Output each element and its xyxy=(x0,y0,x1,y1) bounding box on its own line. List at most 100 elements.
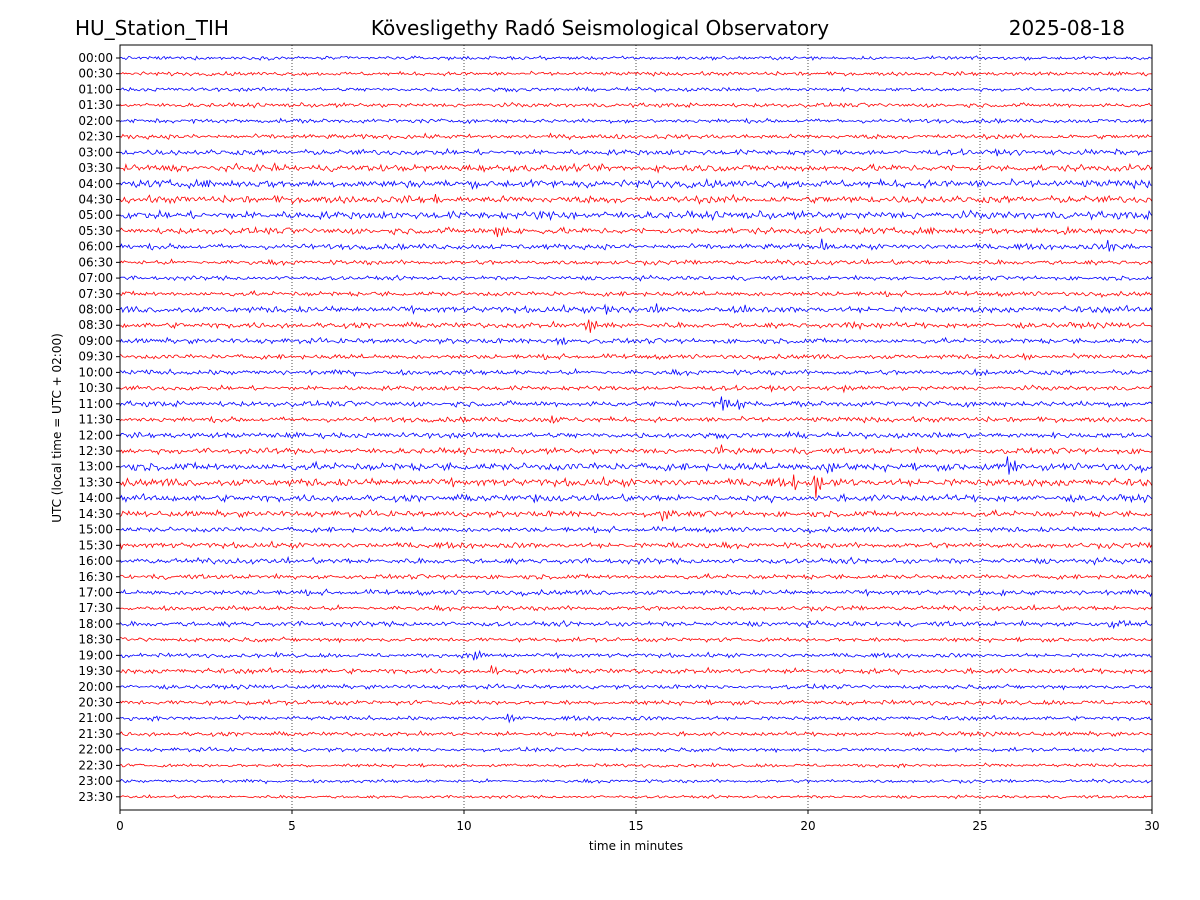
trace-1830 xyxy=(119,636,1153,644)
trace-1800 xyxy=(119,619,1153,630)
y-tick-label: 12:00 xyxy=(78,428,113,442)
chart-title: Kövesligethy Radó Seismological Observat… xyxy=(370,16,830,40)
trace-2300 xyxy=(119,778,1153,785)
trace-1000 xyxy=(119,367,1153,378)
y-tick-label: 10:00 xyxy=(78,365,113,379)
trace-2130 xyxy=(119,730,1153,738)
y-tick-label: 07:00 xyxy=(78,271,113,285)
trace-0930 xyxy=(119,352,1153,361)
y-tick-label: 16:00 xyxy=(78,554,113,568)
y-tick-label: 21:30 xyxy=(78,727,113,741)
y-tick-label: 22:30 xyxy=(78,758,113,772)
y-tick-label: 13:30 xyxy=(78,475,113,489)
x-tick-label-0: 0 xyxy=(116,819,124,833)
x-axis: 0 5 10 15 20 25 30 xyxy=(116,810,1160,833)
y-tick-label: 06:00 xyxy=(78,240,113,254)
trace-2030 xyxy=(119,698,1153,707)
trace-1700 xyxy=(119,588,1153,598)
y-tick-label: 06:30 xyxy=(78,255,113,269)
y-tick-label: 22:00 xyxy=(78,743,113,757)
y-tick-label: 16:30 xyxy=(78,570,113,584)
trace-1030 xyxy=(119,384,1153,394)
y-tick-label: 17:30 xyxy=(78,601,113,615)
trace-0030 xyxy=(119,70,1153,77)
station-name: HU_Station_TIH xyxy=(75,16,229,40)
trace-1300 xyxy=(119,456,1153,475)
trace-0800 xyxy=(119,303,1153,315)
y-tick-label: 23:30 xyxy=(78,790,113,804)
trace-0430 xyxy=(119,193,1153,205)
trace-0000 xyxy=(119,55,1153,61)
y-tick-label: 17:00 xyxy=(78,585,113,599)
y-tick-label: 00:30 xyxy=(78,67,113,81)
y-tick-label: 05:30 xyxy=(78,224,113,238)
y-tick-label: 10:30 xyxy=(78,381,113,395)
trace-1930 xyxy=(119,665,1153,676)
trace-0500 xyxy=(119,209,1153,222)
y-tick-label: 02:30 xyxy=(78,130,113,144)
y-tick-label: 19:00 xyxy=(78,648,113,662)
trace-2200 xyxy=(119,746,1153,754)
y-tick-label: 19:30 xyxy=(78,664,113,678)
trace-1630 xyxy=(119,572,1153,580)
trace-1230 xyxy=(119,444,1153,456)
trace-0300 xyxy=(119,147,1153,157)
y-tick-label: 02:00 xyxy=(78,114,113,128)
trace-1200 xyxy=(119,430,1153,440)
trace-0900 xyxy=(119,336,1153,346)
y-tick-label: 08:00 xyxy=(78,303,113,317)
y-tick-label: 07:30 xyxy=(78,287,113,301)
trace-0130 xyxy=(119,101,1152,109)
y-tick-label: 11:00 xyxy=(78,397,113,411)
grid-lines xyxy=(291,45,981,810)
trace-1730 xyxy=(119,603,1153,613)
y-tick-label: 04:30 xyxy=(78,192,113,206)
y-tick-label: 09:00 xyxy=(78,334,113,348)
trace-0630 xyxy=(119,258,1153,267)
y-tick-label: 09:30 xyxy=(78,350,113,364)
y-tick-label: 21:00 xyxy=(78,711,113,725)
x-tick-label-10: 10 xyxy=(456,819,471,833)
y-tick-label: 00:00 xyxy=(78,51,113,65)
y-tick-label: 01:30 xyxy=(78,98,113,112)
trace-1330 xyxy=(119,474,1153,498)
chart-date: 2025-08-18 xyxy=(1008,16,1125,40)
y-tick-label: 01:00 xyxy=(78,82,113,96)
trace-0200 xyxy=(119,117,1153,125)
trace-0330 xyxy=(119,162,1153,174)
y-tick-label: 03:30 xyxy=(78,161,113,175)
y-tick-label: 14:30 xyxy=(78,507,113,521)
trace-0830 xyxy=(119,319,1153,333)
y-tick-label: 12:30 xyxy=(78,444,113,458)
trace-1530 xyxy=(119,540,1153,551)
y-tick-label: 04:00 xyxy=(78,177,113,191)
trace-1500 xyxy=(120,525,1153,535)
y-tick-label: 20:00 xyxy=(78,680,113,694)
trace-1100 xyxy=(119,396,1153,411)
trace-2100 xyxy=(119,713,1153,724)
y-tick-label: 08:30 xyxy=(78,318,113,332)
y-tick-label: 11:30 xyxy=(78,413,113,427)
y-tick-label: 18:00 xyxy=(78,617,113,631)
trace-0700 xyxy=(119,274,1153,282)
x-tick-label-30: 30 xyxy=(1144,819,1159,833)
y-tick-label: 15:00 xyxy=(78,523,113,537)
trace-0400 xyxy=(119,177,1153,191)
y-axis-label: UTC (local time = UTC + 02:00) xyxy=(50,333,64,523)
y-tick-label: 14:00 xyxy=(78,491,113,505)
y-tick-label: 03:00 xyxy=(78,145,113,159)
x-tick-label-5: 5 xyxy=(288,819,296,833)
trace-0100 xyxy=(119,86,1153,93)
y-tick-label: 23:00 xyxy=(78,774,113,788)
y-tick-label: 13:00 xyxy=(78,460,113,474)
x-tick-label-20: 20 xyxy=(800,819,815,833)
y-tick-label: 15:30 xyxy=(78,538,113,552)
trace-1600 xyxy=(119,555,1153,566)
x-axis-label: time in minutes xyxy=(589,839,683,853)
trace-0600 xyxy=(119,238,1153,252)
trace-0730 xyxy=(119,289,1153,299)
trace-2330 xyxy=(119,794,1153,800)
y-tick-label: 18:30 xyxy=(78,633,113,647)
